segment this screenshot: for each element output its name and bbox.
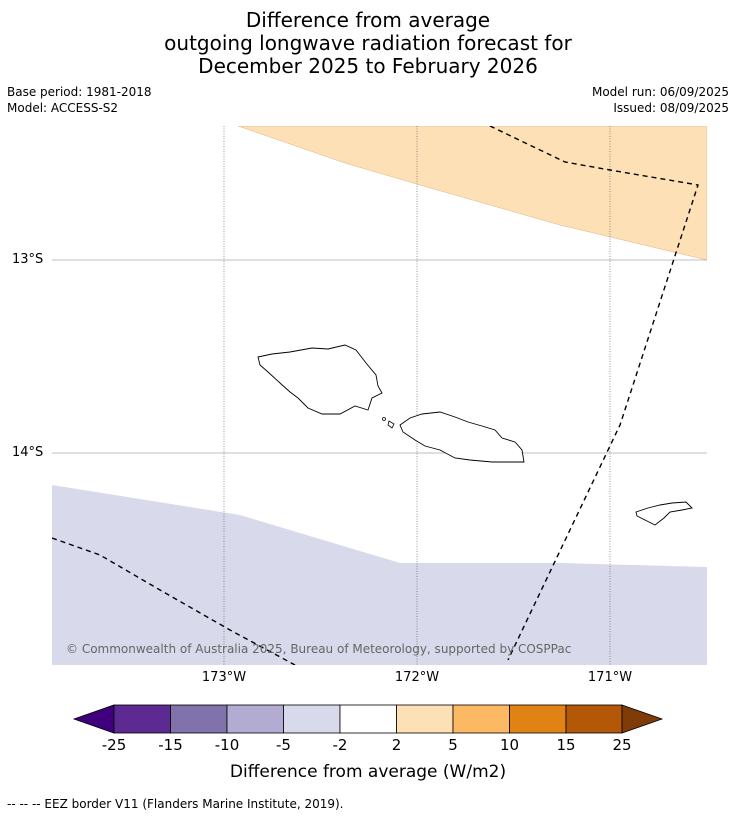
lat-label-13s: 13°S <box>12 252 44 267</box>
title-line-2: outgoing longwave radiation forecast for <box>164 31 572 55</box>
map-area: © Commonwealth of Australia 2025, Bureau… <box>52 126 707 665</box>
colorbar-bin <box>226 704 284 734</box>
colorbar-bin <box>396 704 454 734</box>
apolima-islet <box>382 417 386 421</box>
colorbar-bin <box>565 704 623 734</box>
lon-label-171w: 171°W <box>587 670 633 685</box>
colorbar-tick: -5 <box>276 736 291 754</box>
colorbar-bin <box>170 704 228 734</box>
colorbar-bin <box>509 704 567 734</box>
positive-anomaly-region <box>237 126 707 261</box>
tutuila-island <box>635 501 693 526</box>
base-period: Base period: 1981-2018 <box>7 85 152 99</box>
colorbar-bin <box>113 704 171 734</box>
lat-label-14s: 14°S <box>12 445 44 460</box>
colorbar-bin <box>283 704 341 734</box>
colorbar-tick: 25 <box>612 736 632 754</box>
manono-islet <box>387 420 395 429</box>
colorbar-tick: 5 <box>448 736 458 754</box>
colorbar-tick: 2 <box>391 736 402 754</box>
colorbar-bin <box>452 704 510 734</box>
issued-date: Issued: 08/09/2025 <box>613 101 729 115</box>
colorbar-tick: -25 <box>101 736 127 754</box>
negative-anomaly-region <box>52 485 707 665</box>
colorbar-min-arrow <box>72 704 115 734</box>
model-run: Model run: 06/09/2025 <box>591 85 729 99</box>
colorbar-tick: -15 <box>158 736 183 754</box>
title-line-1: Difference from average <box>245 8 491 32</box>
model-name: Model: ACCESS-S2 <box>7 101 119 115</box>
colorbar-max-arrow <box>621 704 664 734</box>
lon-label-172w: 172°W <box>394 670 440 685</box>
copyright-notice: © Commonwealth of Australia 2025, Bureau… <box>66 642 571 656</box>
colorbar-label: Difference from average (W/m2) <box>229 762 507 782</box>
colorbar-tick: 15 <box>556 736 576 754</box>
colorbar <box>72 704 664 734</box>
title-line-3: December 2025 to February 2026 <box>198 54 538 78</box>
eez-border-southwest <box>52 537 296 665</box>
eez-legend-footnote: -- -- -- EEZ border V11 (Flanders Marine… <box>7 797 344 811</box>
lon-label-173w: 173°W <box>201 670 247 685</box>
upolu-island <box>399 411 525 463</box>
eez-border-east <box>489 126 699 661</box>
colorbar-tick: -10 <box>214 736 240 754</box>
savaii-island <box>257 344 383 415</box>
colorbar-bin <box>339 704 397 734</box>
colorbar-tick: 10 <box>499 736 520 754</box>
colorbar-tick: -2 <box>332 736 348 754</box>
